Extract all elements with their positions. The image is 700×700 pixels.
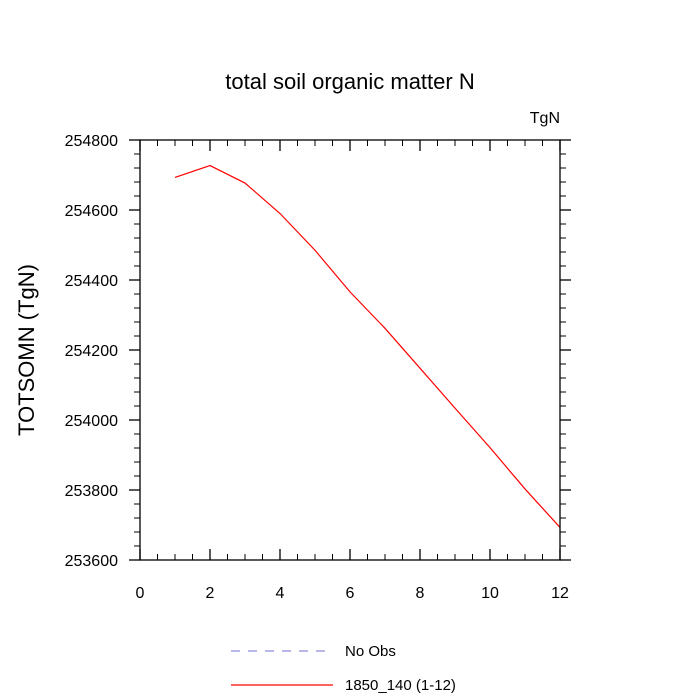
y-tick-label: 254200 <box>65 343 118 360</box>
legend-label: 1850_140 (1-12) <box>345 677 456 694</box>
plot-frame <box>139 139 561 561</box>
x-tick-label: 6 <box>346 585 355 602</box>
x-tick-label: 2 <box>206 585 215 602</box>
legend-label: No Obs <box>345 643 396 660</box>
series-line <box>174 164 561 528</box>
axis-ticks <box>129 139 571 561</box>
y-tick-label: 254400 <box>65 273 118 290</box>
x-tick-label: 12 <box>551 585 569 602</box>
x-tick-label: 10 <box>481 585 499 602</box>
y-tick-label: 254000 <box>65 413 118 430</box>
y-tick-label: 253600 <box>65 553 118 570</box>
units-label: TgN <box>530 110 560 127</box>
chart-title: total soil organic matter N <box>225 69 474 94</box>
y-tick-label: 254600 <box>65 203 118 220</box>
x-tick-label: 0 <box>136 585 145 602</box>
series-layer <box>174 164 561 528</box>
y-tick-label: 254800 <box>65 133 118 150</box>
x-tick-label: 4 <box>276 585 285 602</box>
y-axis-label: TOTSOMN (TgN) <box>14 264 39 436</box>
axis-tick-labels: 0 2 4 6 8 10 12 253600 253800 254000 254200 254400 2… <box>65 133 569 602</box>
y-tick-label: 253800 <box>65 483 118 500</box>
legend: No Obs 1850_140 (1-12) <box>231 643 456 694</box>
x-tick-label: 8 <box>416 585 425 602</box>
